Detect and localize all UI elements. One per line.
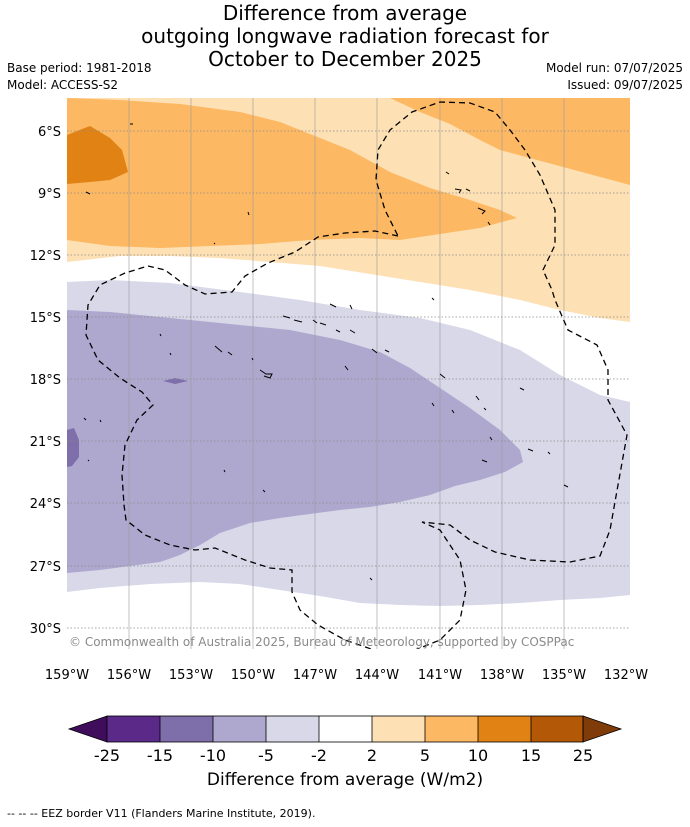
- lon-label-159w: 159°W: [45, 668, 89, 683]
- lon-label-153w: 153°W: [169, 668, 213, 683]
- colorbar-label: Difference from average (W/m2): [206, 770, 484, 790]
- lat-label-12s: 12°S: [30, 249, 61, 264]
- gridlines: [128, 98, 565, 649]
- lon-label-138w: 138°W: [480, 668, 524, 683]
- lat-label-27s: 27°S: [30, 560, 61, 575]
- colorbar-seg-6: [372, 716, 425, 742]
- colorbar-seg-1: [107, 716, 160, 742]
- gridlines-lat: [67, 130, 630, 629]
- lat-label-9s: 9°S: [38, 187, 61, 202]
- model-name: Model: ACCESS-S2: [7, 78, 119, 92]
- lon-label-132w: 132°W: [604, 668, 648, 683]
- colorbar-tick-10: 25: [573, 746, 593, 765]
- lat-label-6s: 6°S: [38, 125, 61, 140]
- colorbar-extend-min: [67, 715, 108, 743]
- lat-label-15s: 15°S: [30, 311, 61, 326]
- lon-label-144w: 144°W: [355, 668, 399, 683]
- lon-axis-labels: 159°W 156°W 153°W 150°W 147°W 144°W 141°…: [45, 668, 648, 683]
- title-line-2: outgoing longwave radiation forecast for: [141, 24, 549, 48]
- colorbar-seg-5: [319, 716, 372, 742]
- lon-label-150w: 150°W: [231, 668, 275, 683]
- lat-label-18s: 18°S: [30, 373, 61, 388]
- islands: [83, 123, 569, 581]
- colorbar-tick-9: 15: [521, 746, 541, 765]
- lat-label-24s: 24°S: [30, 497, 61, 512]
- colorbar-extend-max: [582, 715, 623, 743]
- map-plot-area: © Commonwealth of Australia 2025, Bureau…: [67, 98, 630, 649]
- lat-label-21s: 21°S: [30, 435, 61, 450]
- band-pos-5-10: [67, 98, 630, 248]
- lon-label-156w: 156°W: [107, 668, 151, 683]
- colorbar-seg-3: [213, 716, 266, 742]
- title-line-3: October to December 2025: [208, 47, 482, 71]
- eez-footnote: -- -- -- EEZ border V11 (Flanders Marine…: [7, 807, 316, 820]
- colorbar-seg-2: [160, 716, 213, 742]
- colorbar-tick-4: -5: [258, 746, 274, 765]
- map-title: Difference from average outgoing longwav…: [0, 2, 690, 71]
- model-run: Model run: 07/07/2025: [545, 61, 683, 75]
- colorbar-tick-6: 2: [367, 746, 377, 765]
- colorbar-tick-3: -10: [200, 746, 226, 765]
- band-pos-10-15: [67, 126, 128, 184]
- colorbar-tick-2: -15: [147, 746, 173, 765]
- title-line-1: Difference from average: [222, 1, 468, 25]
- lon-label-135w: 135°W: [542, 668, 586, 683]
- lat-label-30s: 30°S: [30, 622, 61, 637]
- eez-border-french-polynesia: [85, 101, 628, 649]
- band-neg-5-10: [67, 310, 523, 573]
- band-neg-10-15-west: [67, 428, 79, 467]
- colorbar: -25 -15 -10 -5 -2 2 5 10 15 25: [67, 715, 623, 765]
- colorbar-seg-8: [478, 716, 531, 742]
- colorbar-seg-7: [425, 716, 478, 742]
- band-neg-10-15-small: [163, 378, 188, 384]
- base-period: Base period: 1981-2018: [7, 61, 152, 75]
- lat-axis-labels: 6°S 9°S 12°S 15°S 18°S 21°S 24°S 27°S 30…: [30, 125, 61, 637]
- colorbar-seg-4: [266, 716, 319, 742]
- issued-date: Issued: 09/07/2025: [567, 78, 683, 92]
- colorbar-seg-9: [531, 716, 583, 742]
- lon-label-147w: 147°W: [293, 668, 337, 683]
- colorbar-tick-5: -2: [311, 746, 327, 765]
- lon-label-141w: 141°W: [418, 668, 462, 683]
- meta-left: Base period: 1981-2018 Model: ACCESS-S2: [7, 60, 152, 94]
- colorbar-tick-7: 5: [420, 746, 430, 765]
- colorbar-tick-8: 10: [468, 746, 488, 765]
- map-credit: © Commonwealth of Australia 2025, Bureau…: [69, 635, 574, 649]
- colorbar-tick-1: -25: [94, 746, 120, 765]
- meta-right: Model run: 07/07/2025 Issued: 09/07/2025: [546, 60, 683, 94]
